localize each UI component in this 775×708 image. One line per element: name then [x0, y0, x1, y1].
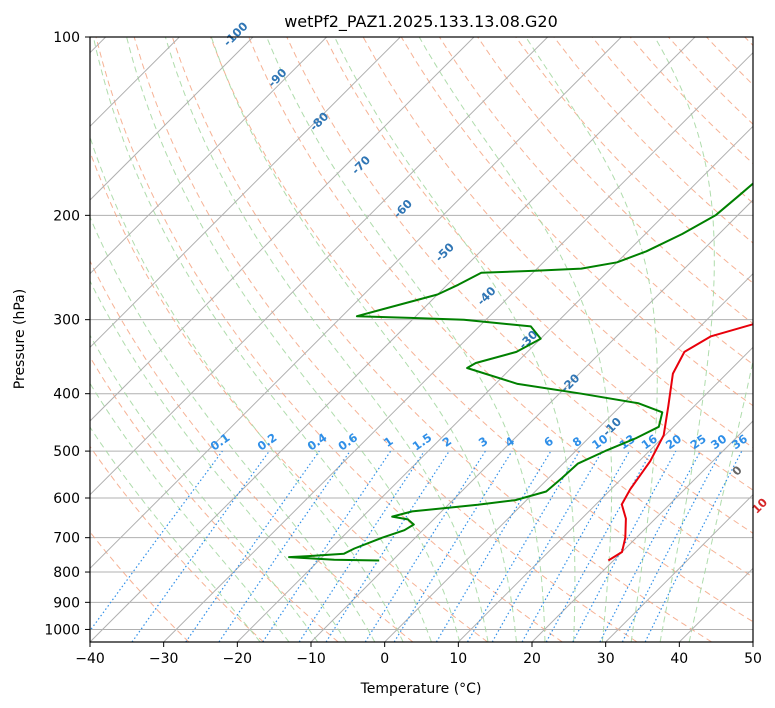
isotherm — [752, 641, 753, 642]
pressure-gridlines — [90, 36, 753, 630]
mixing-ratio-line — [218, 450, 351, 642]
mixing-ratio-line — [298, 450, 425, 642]
moist-adiabat — [90, 135, 404, 642]
y-tick-label: 800 — [53, 565, 80, 581]
isotherm — [90, 37, 475, 422]
sounding-profiles — [288, 182, 753, 562]
x-tick-label: 30 — [597, 651, 615, 667]
y-axis-ticks: 100 200 300 400 500 600 700 800 900 1000 — [44, 30, 90, 638]
dry-adiabat — [90, 445, 264, 642]
mixing-ratio-line — [644, 450, 743, 642]
mixing-ratio-line — [90, 450, 223, 632]
dry-adiabat — [324, 37, 753, 491]
x-tick-label: 20 — [523, 651, 541, 667]
dewpoint-profile-line — [288, 182, 753, 562]
y-axis-label: Pressure (hPa) — [12, 289, 28, 389]
moist-adiabat — [90, 215, 376, 642]
x-tick-label: −30 — [149, 651, 179, 667]
y-tick-label: 100 — [53, 30, 80, 46]
plot-background — [90, 37, 753, 642]
dry-adiabat — [90, 259, 414, 642]
moist-adiabat — [688, 358, 753, 642]
y-tick-label: 600 — [53, 491, 80, 507]
y-tick-label: 1000 — [44, 622, 80, 638]
moist-adiabat — [266, 37, 546, 642]
dry-adiabat — [248, 37, 753, 578]
isotherm — [163, 51, 753, 642]
dry-adiabat — [210, 37, 753, 623]
dry-adiabat — [171, 37, 712, 642]
isotherm — [90, 37, 622, 570]
dry-adiabat — [286, 37, 753, 534]
x-axis-label: Temperature (°C) — [360, 681, 482, 697]
dry-adiabat — [515, 37, 753, 284]
isotherm — [457, 346, 753, 642]
y-tick-label: 200 — [53, 208, 80, 224]
temperature-profile-line — [607, 323, 753, 562]
x-tick-label: 50 — [744, 651, 762, 667]
isotherm — [90, 37, 401, 349]
y-tick-label: 400 — [53, 387, 80, 403]
y-tick-label: 500 — [53, 444, 80, 460]
isotherm — [90, 37, 328, 275]
moist-adiabat — [654, 37, 715, 642]
isotherm — [90, 37, 254, 201]
x-tick-label: −20 — [223, 651, 253, 667]
mixing-ratio-line — [131, 450, 270, 642]
isotherm — [605, 493, 753, 642]
isotherm — [90, 37, 549, 496]
x-tick-label: 0 — [380, 651, 389, 667]
moist-adiabat — [525, 37, 658, 642]
mixing-ratio-line — [521, 450, 631, 642]
moist-adiabat — [164, 37, 489, 642]
y-tick-label: 300 — [53, 313, 80, 329]
y-tick-label: 700 — [53, 531, 80, 547]
moist-adiabat — [418, 37, 613, 642]
moist-adiabat — [126, 37, 461, 642]
dry-adiabat — [90, 356, 339, 642]
x-tick-label: −40 — [75, 651, 105, 667]
x-tick-label: −10 — [296, 651, 326, 667]
moist-adiabat — [90, 426, 261, 642]
isotherm — [384, 272, 753, 642]
moist-adiabat — [334, 37, 576, 642]
x-tick-label: 10 — [449, 651, 467, 667]
mixing-ratio-line — [262, 450, 392, 642]
background-lines — [90, 37, 753, 642]
chart-title: wetPf2_PAZ1.2025.133.13.08.G20 — [284, 12, 558, 32]
x-tick-label: 40 — [670, 651, 688, 667]
mixing-ratio-line — [393, 450, 513, 642]
mixing-ratio-line — [325, 450, 450, 642]
isotherm — [310, 199, 753, 642]
x-axis-ticks: −40 −30 −20 −10 0 10 20 30 40 50 — [75, 642, 762, 667]
dry-adiabat — [95, 37, 563, 642]
plot-frame — [89, 36, 754, 643]
mixing-ratio-line — [572, 450, 677, 642]
moist-adiabat — [90, 334, 319, 642]
isotherm — [531, 420, 753, 642]
moist-adiabat — [90, 382, 290, 642]
y-tick-label: 900 — [53, 595, 80, 611]
isotherm — [90, 37, 696, 642]
moist-adiabat — [92, 37, 432, 642]
moist-adiabat — [210, 37, 517, 642]
mixing-ratio-line — [185, 450, 320, 642]
